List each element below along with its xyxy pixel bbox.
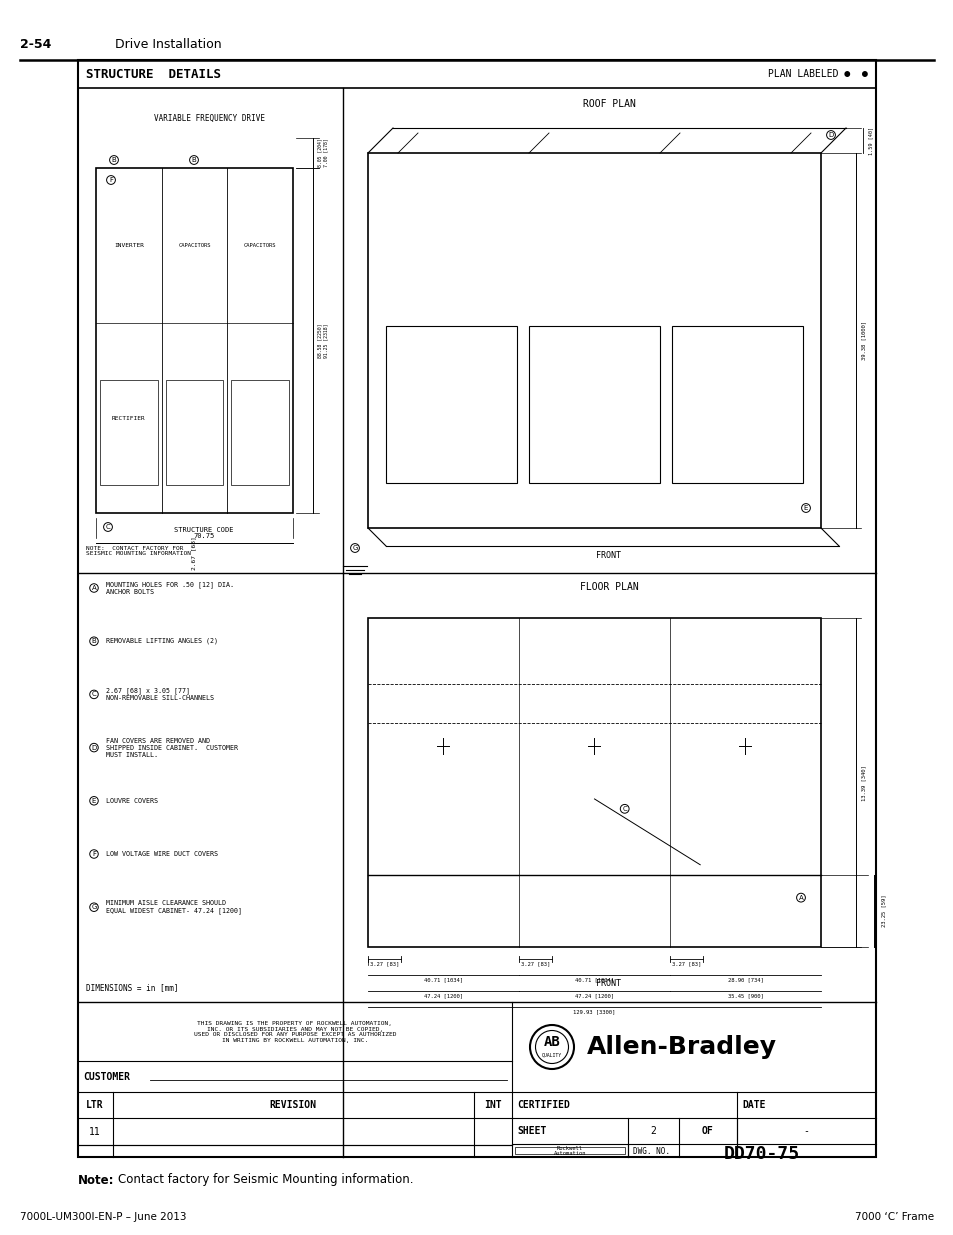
Text: 23.25 [59]: 23.25 [59] (881, 894, 885, 927)
Text: QUALITY: QUALITY (541, 1052, 561, 1057)
Text: 40.71 [1034]: 40.71 [1034] (575, 977, 614, 983)
Text: -: - (802, 1126, 808, 1136)
Text: B: B (112, 157, 116, 163)
Text: 47.24 [1200]: 47.24 [1200] (575, 993, 614, 999)
Text: E: E (803, 505, 807, 511)
Text: INT: INT (484, 1100, 501, 1110)
Text: MOUNTING HOLES FOR .50 [12] DIA.
ANCHOR BOLTS: MOUNTING HOLES FOR .50 [12] DIA. ANCHOR … (106, 582, 233, 595)
Text: FRONT: FRONT (596, 979, 620, 988)
Text: NOTE:  CONTACT FACTORY FOR
SEISMIC MOUNTING INFORMATION: NOTE: CONTACT FACTORY FOR SEISMIC MOUNTI… (86, 546, 191, 557)
Bar (671, 326, 802, 483)
Text: DIMENSIONS = in [mm]: DIMENSIONS = in [mm] (86, 983, 178, 993)
Text: G: G (352, 545, 357, 551)
Text: THIS DRAWING IS THE PROPERTY OF ROCKWELL AUTOMATION,
INC. OR ITS SUBSIDIARIES AN: THIS DRAWING IS THE PROPERTY OF ROCKWELL… (193, 1021, 395, 1044)
Text: STRUCTURE  DETAILS: STRUCTURE DETAILS (86, 68, 221, 80)
Text: 28.90 [734]: 28.90 [734] (727, 977, 762, 983)
Text: DWG. NO.: DWG. NO. (633, 1146, 669, 1156)
Text: 3.27 [83]: 3.27 [83] (520, 962, 550, 967)
Text: DD70-75: DD70-75 (723, 1145, 800, 1163)
Text: 88.58 [2250]
91.25 [2318]: 88.58 [2250] 91.25 [2318] (317, 324, 328, 358)
Text: C: C (91, 692, 96, 698)
Text: REMOVABLE LIFTING ANGLES (2): REMOVABLE LIFTING ANGLES (2) (106, 638, 218, 645)
Text: 2: 2 (649, 1126, 656, 1136)
Text: CUSTOMER: CUSTOMER (83, 1072, 130, 1082)
Text: AB: AB (543, 1035, 559, 1049)
Text: 3.27 [83]: 3.27 [83] (671, 962, 700, 967)
Text: E: E (91, 798, 96, 804)
Text: 3.27 [83]: 3.27 [83] (370, 962, 398, 967)
Text: STRUCTURE CODE
70.75: STRUCTURE CODE 70.75 (174, 526, 233, 540)
Text: 2.67 [68] x 3.05 [77]
NON-REMOVABLE SILL-CHANNELS: 2.67 [68] x 3.05 [77] NON-REMOVABLE SILL… (106, 688, 213, 701)
Text: LTR: LTR (86, 1100, 104, 1110)
Text: CAPACITORS: CAPACITORS (244, 243, 276, 248)
Text: MINIMUM AISLE CLEARANCE SHOULD
EQUAL WIDEST CABINET- 47.24 [1200]: MINIMUM AISLE CLEARANCE SHOULD EQUAL WID… (106, 900, 242, 914)
Text: Contact factory for Seismic Mounting information.: Contact factory for Seismic Mounting inf… (118, 1173, 413, 1187)
Text: Note:: Note: (78, 1173, 114, 1187)
Text: FRONT: FRONT (596, 551, 620, 559)
Text: B: B (91, 638, 96, 645)
Text: LOUVRE COVERS: LOUVRE COVERS (106, 798, 158, 804)
Text: ROOF PLAN: ROOF PLAN (582, 99, 635, 109)
Text: OF: OF (701, 1126, 713, 1136)
Text: 129.93 [3300]: 129.93 [3300] (572, 1009, 615, 1014)
Bar (529, 326, 659, 483)
Text: 1.59 [40]: 1.59 [40] (867, 127, 873, 156)
Text: D: D (91, 745, 96, 751)
Text: 35.45 [900]: 35.45 [900] (727, 993, 762, 999)
Text: F: F (91, 851, 96, 857)
Text: D: D (827, 132, 833, 138)
Bar (78, 61, 875, 1157)
Text: 2.67 [68]: 2.67 [68] (192, 536, 196, 569)
Bar (100, 380, 157, 484)
Text: 2-54: 2-54 (20, 38, 51, 52)
Text: F: F (109, 177, 112, 183)
Text: Rockwell
Automation: Rockwell Automation (553, 1146, 586, 1156)
Text: 40.71 [1034]: 40.71 [1034] (423, 977, 462, 983)
Text: C: C (621, 805, 626, 811)
Text: 7000L-UM300I-EN-P – June 2013: 7000L-UM300I-EN-P – June 2013 (20, 1212, 186, 1221)
Text: B: B (192, 157, 196, 163)
Text: 8.05 [204]
7.00 [178]: 8.05 [204] 7.00 [178] (317, 138, 328, 168)
Bar (231, 380, 289, 484)
Text: LOW VOLTAGE WIRE DUCT COVERS: LOW VOLTAGE WIRE DUCT COVERS (106, 851, 218, 857)
Text: RECTIFIER: RECTIFIER (112, 416, 146, 421)
Text: FAN COVERS ARE REMOVED AND
SHIPPED INSIDE CABINET.  CUSTOMER
MUST INSTALL.: FAN COVERS ARE REMOVED AND SHIPPED INSID… (106, 737, 237, 757)
Bar (515, 1147, 624, 1153)
Text: 7000 ‘C’ Frame: 7000 ‘C’ Frame (854, 1212, 933, 1221)
Bar (368, 153, 821, 529)
Text: INVERTER: INVERTER (113, 243, 144, 248)
Text: CERTIFIED: CERTIFIED (517, 1100, 569, 1110)
Text: A: A (798, 894, 802, 900)
Text: DATE: DATE (741, 1100, 764, 1110)
Bar (166, 380, 223, 484)
Text: CAPACITORS: CAPACITORS (178, 243, 211, 248)
Bar (96, 168, 293, 513)
Bar (386, 326, 517, 483)
Text: 11: 11 (89, 1128, 101, 1137)
Text: G: G (91, 904, 96, 910)
Text: SHEET: SHEET (517, 1126, 546, 1136)
Text: FLOOR PLAN: FLOOR PLAN (579, 582, 638, 592)
Text: Drive Installation: Drive Installation (115, 38, 221, 52)
Circle shape (530, 1025, 574, 1070)
Text: PLAN LABELED ●  ●: PLAN LABELED ● ● (767, 69, 867, 79)
Text: REVISION: REVISION (269, 1100, 316, 1110)
Text: 39.38 [1000]: 39.38 [1000] (861, 321, 865, 361)
Bar (368, 618, 821, 947)
Text: C: C (106, 524, 111, 530)
Text: Allen-Bradley: Allen-Bradley (586, 1035, 776, 1058)
Text: A: A (91, 585, 96, 592)
Text: 47.24 [1200]: 47.24 [1200] (423, 993, 462, 999)
Text: VARIABLE FREQUENCY DRIVE: VARIABLE FREQUENCY DRIVE (154, 114, 265, 122)
Text: 13.39 [340]: 13.39 [340] (861, 766, 865, 800)
